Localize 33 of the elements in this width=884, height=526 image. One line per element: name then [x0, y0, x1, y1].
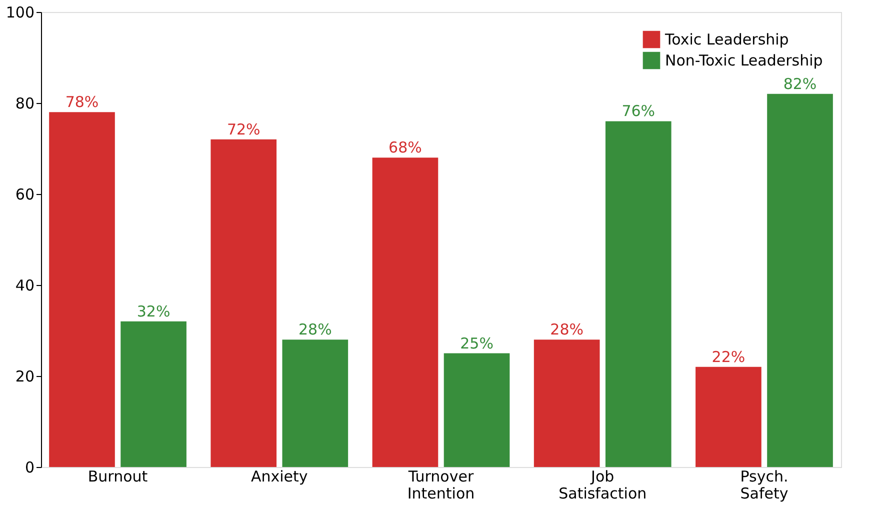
data-label: 72% [226, 120, 260, 138]
data-label: 25% [460, 334, 494, 352]
bar [534, 340, 600, 467]
x-tick-label: Anxiety [250, 468, 308, 486]
x-tick-label: Psych. Safety [740, 468, 788, 502]
bar [444, 353, 510, 467]
bar [120, 321, 186, 467]
data-label: 22% [712, 348, 746, 366]
data-label: 78% [65, 93, 99, 112]
bar [372, 158, 438, 467]
bar [282, 340, 348, 467]
data-label: 28% [550, 320, 584, 339]
data-label: 32% [136, 302, 170, 320]
bar [767, 94, 833, 467]
y-tick-label: 60 [15, 186, 34, 204]
data-label: 68% [388, 138, 422, 157]
y-tick-label: 100 [6, 4, 34, 22]
x-tick-label: Job Satisfaction [558, 468, 647, 502]
x-tick-label: Turnover Intention [407, 468, 475, 502]
bar [49, 112, 115, 467]
bar [696, 366, 762, 467]
data-label: 82% [783, 74, 817, 93]
data-label: 28% [298, 320, 332, 339]
bar [210, 139, 277, 467]
legend-label: Toxic Leadership [664, 30, 789, 48]
y-tick-label: 0 [24, 458, 34, 476]
y-tick-label: 20 [15, 368, 34, 386]
y-tick-label: 80 [15, 94, 34, 112]
x-tick-label: Burnout [88, 468, 148, 486]
data-label: 76% [622, 102, 656, 120]
legend-label: Non-Toxic Leadership [665, 52, 823, 70]
bar [605, 121, 672, 467]
y-tick-label: 40 [15, 276, 34, 294]
